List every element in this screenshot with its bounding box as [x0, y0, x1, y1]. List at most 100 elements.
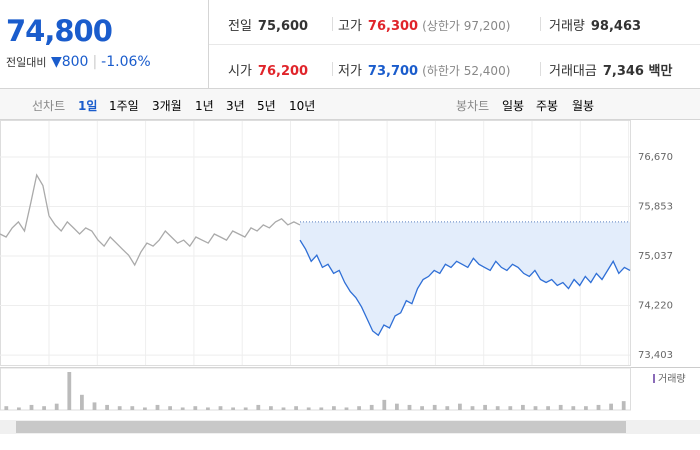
period-tab[interactable]: 1일 — [78, 99, 98, 113]
y-tick-label: 74,220 — [638, 301, 673, 312]
area-fill — [300, 221, 630, 336]
volume-bar — [369, 404, 374, 410]
stat-value: 76,200 — [257, 64, 309, 79]
period-tab[interactable]: 3년 — [226, 99, 245, 113]
stat: 저가 73,700 (하한가 52,400) — [338, 60, 510, 79]
volume-bar — [420, 406, 424, 410]
period-tab[interactable]: 5년 — [257, 99, 276, 113]
candle-tab[interactable]: 월봉 — [572, 99, 595, 113]
volume-bar — [105, 404, 109, 410]
volume-bar — [306, 407, 311, 410]
volume-bar — [143, 407, 147, 410]
volume-bar — [218, 406, 223, 410]
volume-bar — [180, 407, 185, 410]
period-tab[interactable]: 1주일 — [109, 99, 139, 113]
stat-value: 98,463 — [590, 19, 642, 34]
volume-bar — [92, 402, 97, 410]
volume-bar — [117, 406, 122, 410]
volume-bar — [533, 406, 538, 410]
volume-bar — [407, 404, 412, 410]
stat: 거래량 98,463 — [549, 15, 641, 34]
volume-bar — [294, 406, 298, 410]
volume-bar — [432, 404, 437, 410]
stat-note: (하한가 52,400) — [422, 64, 511, 78]
y-tick-label: 75,037 — [638, 251, 673, 262]
stat-label: 전일 — [228, 19, 252, 34]
tab-group-label: 봉차트 — [456, 99, 490, 113]
plot-frame — [0, 120, 631, 366]
stat-label: 저가 — [338, 64, 362, 79]
volume-bar — [584, 406, 588, 410]
volume-bar — [596, 404, 601, 410]
price-line — [0, 173, 301, 267]
volume-bar — [155, 404, 160, 410]
volume-bar — [281, 407, 286, 410]
volume-bar — [54, 403, 59, 410]
stat-label: 거래량 — [549, 19, 585, 34]
stat-label: 시가 — [228, 64, 252, 79]
summary-panel: 74,800 전일대비 ▼800 | -1.06% 전일 75,600 고가 76,30… — [0, 0, 700, 89]
y-tick-label: 76,670 — [638, 152, 673, 163]
volume-frame — [0, 367, 631, 411]
volume-bar — [445, 406, 450, 410]
volume-bar — [29, 404, 34, 410]
stat: 거래대금 7,346 백만 — [549, 60, 672, 79]
volume-bar — [458, 403, 462, 410]
volume-bar — [558, 404, 563, 410]
period-tab[interactable]: 1년 — [195, 99, 214, 113]
stat: 고가 76,300 (상한가 97,200) — [338, 15, 510, 34]
volume-bar — [495, 406, 500, 410]
current-price: 74,800 — [6, 14, 113, 48]
change-amount: ▼800 — [50, 54, 89, 70]
stat-note: (상한가 97,200) — [422, 19, 511, 33]
volume-bar — [546, 406, 550, 410]
volume-bar — [193, 406, 198, 410]
volume-bar — [243, 407, 248, 410]
candle-tab[interactable]: 주봉 — [536, 99, 559, 113]
volume-bar — [609, 403, 613, 410]
volume-bar — [269, 406, 273, 410]
price-box: 74,800 전일대비 ▼800 | -1.06% — [0, 0, 209, 88]
volume-bar — [483, 404, 487, 410]
volume-bar — [382, 399, 387, 410]
stat: 전일 75,600 — [228, 15, 308, 34]
stat-value: 76,300 — [367, 19, 419, 34]
price-line — [299, 239, 631, 337]
volume-legend-swatch — [653, 374, 655, 383]
volume-bar — [231, 407, 235, 410]
volume-bar — [319, 407, 324, 410]
tab-group-label: 선차트 — [32, 99, 66, 113]
volume-bar — [42, 406, 46, 410]
volume-bar — [621, 401, 626, 410]
period-tab[interactable]: 10년 — [289, 99, 316, 113]
volume-bar — [470, 406, 475, 410]
volume-bar — [571, 406, 576, 410]
volume-bar — [4, 406, 9, 410]
volume-legend: 거래량 — [658, 373, 686, 385]
volume-bar — [17, 407, 21, 410]
volume-bar — [256, 404, 261, 410]
period-tabs: 선차트 1일 1주일 3개월 1년 3년 5년 10년 봉차트 일봉 주봉 월봉 — [0, 89, 700, 120]
volume-bar — [508, 406, 513, 410]
period-tab[interactable]: 3개월 — [152, 99, 182, 113]
volume-bar — [168, 406, 172, 410]
candle-tab[interactable]: 일봉 — [502, 99, 525, 113]
stat-value: 75,600 — [257, 19, 309, 34]
volume-bar — [80, 394, 84, 410]
stat-value: 7,346 백만 — [602, 64, 673, 79]
volume-bar — [357, 406, 361, 410]
volume-bar — [395, 403, 399, 410]
volume-bar — [206, 407, 210, 410]
scroll-thumb — [16, 421, 626, 433]
y-tick-label: 73,403 — [638, 350, 673, 361]
change: 전일대비 ▼800 | -1.06% — [6, 54, 151, 70]
volume-bar — [67, 372, 72, 410]
volume-bar — [521, 404, 525, 410]
stat-label: 거래대금 — [549, 64, 597, 79]
change-rate: -1.06% — [101, 54, 151, 70]
stat: 시가 76,200 — [228, 60, 308, 79]
change-label: 전일대비 — [6, 56, 47, 69]
volume-bar — [332, 406, 336, 410]
